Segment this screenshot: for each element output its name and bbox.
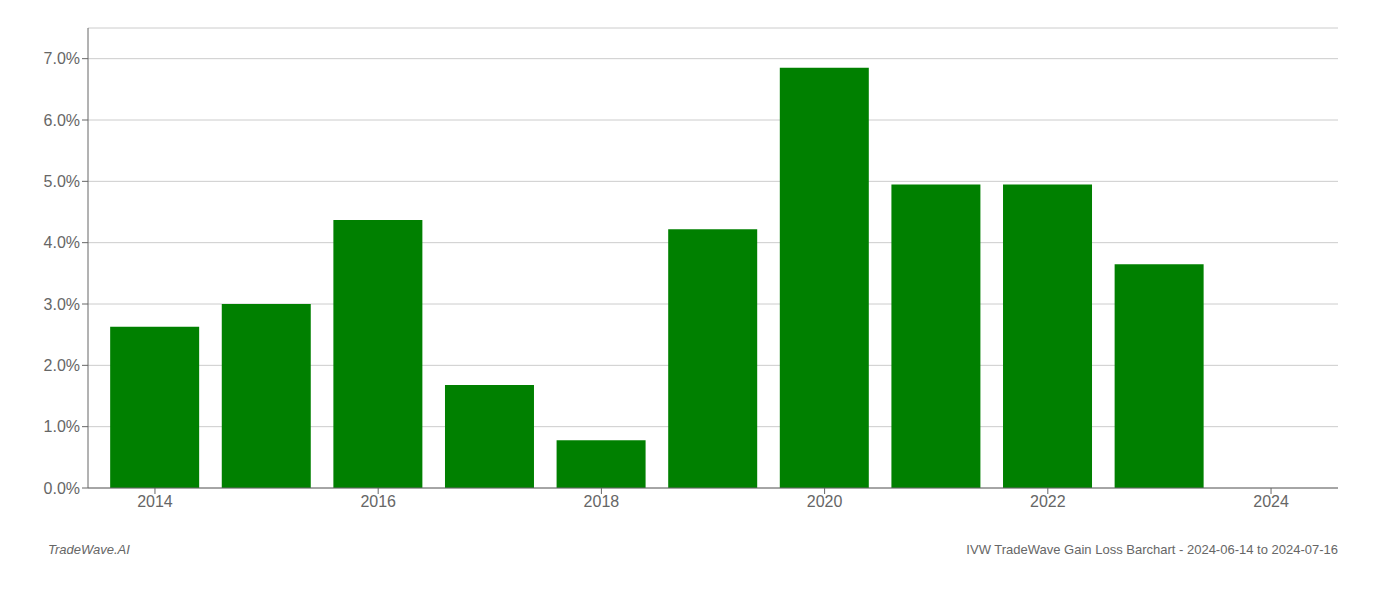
html-text:IVW TradeWave Gain Loss Barcha: IVW TradeWave Gain Loss Barchart - 2024-… — [966, 542, 1338, 557]
svg-text:6.0%: 6.0% — [44, 112, 80, 129]
svg-text:7.0%: 7.0% — [44, 50, 80, 67]
svg-text:2022: 2022 — [1030, 493, 1066, 510]
svg-text:3.0%: 3.0% — [44, 296, 80, 313]
svg-text:2020: 2020 — [807, 493, 843, 510]
svg-text:2016: 2016 — [360, 493, 396, 510]
svg-text:2024: 2024 — [1253, 493, 1289, 510]
html-text:TradeWave.AI: TradeWave.AI — [48, 542, 130, 557]
svg-text:2014: 2014 — [137, 493, 173, 510]
svg-text:4.0%: 4.0% — [44, 234, 80, 251]
svg-text:2.0%: 2.0% — [44, 357, 80, 374]
svg-text:0.0%: 0.0% — [44, 480, 80, 497]
svg-text:2018: 2018 — [584, 493, 620, 510]
svg-text:5.0%: 5.0% — [44, 173, 80, 190]
svg-text:1.0%: 1.0% — [44, 418, 80, 435]
